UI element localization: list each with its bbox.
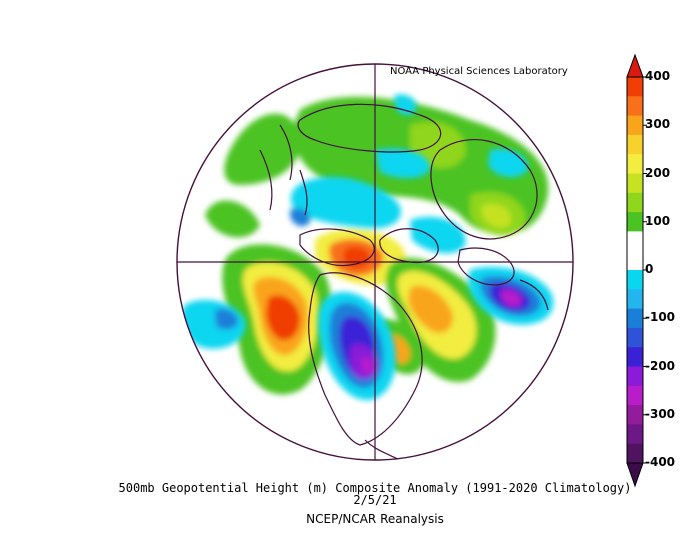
colorbar-bin (627, 173, 643, 194)
figure-title: 500mb Geopotential Height (m) Composite … (118, 481, 632, 495)
colorbar-bin (627, 308, 643, 329)
figure-source: NCEP/NCAR Reanalysis (306, 512, 444, 526)
colorbar-bin (627, 115, 643, 136)
axes-cross (177, 64, 573, 460)
positive-anomalies (205, 96, 549, 395)
colorbar-bin (627, 327, 643, 348)
figure-date: 2/5/21 (353, 493, 397, 507)
colorbar-label: 400 (645, 69, 671, 83)
colorbar-label: -400 (645, 455, 676, 469)
colorbar-bin (627, 385, 643, 406)
negative-anomalies (181, 94, 554, 401)
colorbar-bin (627, 192, 643, 213)
colorbar-bin (627, 405, 643, 425)
colorbar-label: 100 (645, 213, 671, 228)
colorbar-bin (627, 231, 643, 252)
colorbar-bin (627, 443, 643, 464)
colorbar-bin (627, 347, 643, 367)
colorbar-bin (627, 154, 643, 174)
globe-outline (176, 63, 574, 461)
colorbar-bin (627, 366, 643, 387)
colorbar-top-arrow (627, 55, 643, 77)
colorbar-bin (627, 250, 643, 271)
colorbar-bin (627, 270, 643, 290)
colorbar-bin (627, 289, 643, 310)
colorbar-bin (627, 424, 643, 445)
colorbar-label: -200 (645, 358, 676, 373)
colorbar-bin (627, 212, 643, 232)
colorbar-label: 200 (645, 165, 671, 180)
anomaly-field (177, 64, 573, 460)
colorbar-label: -100 (645, 310, 676, 325)
colorbar (626, 53, 647, 488)
colorbar-label: -300 (645, 406, 676, 421)
credit-text: NOAA Physical Sciences Laboratory (390, 66, 568, 77)
colorbar-bin (627, 96, 643, 117)
colorbar-label: 0 (645, 262, 654, 276)
colorbar-bin (627, 134, 643, 155)
colorbar-label: 300 (645, 117, 671, 132)
colorbar-bin (627, 77, 643, 97)
colorbar-bottom-arrow (627, 463, 643, 486)
